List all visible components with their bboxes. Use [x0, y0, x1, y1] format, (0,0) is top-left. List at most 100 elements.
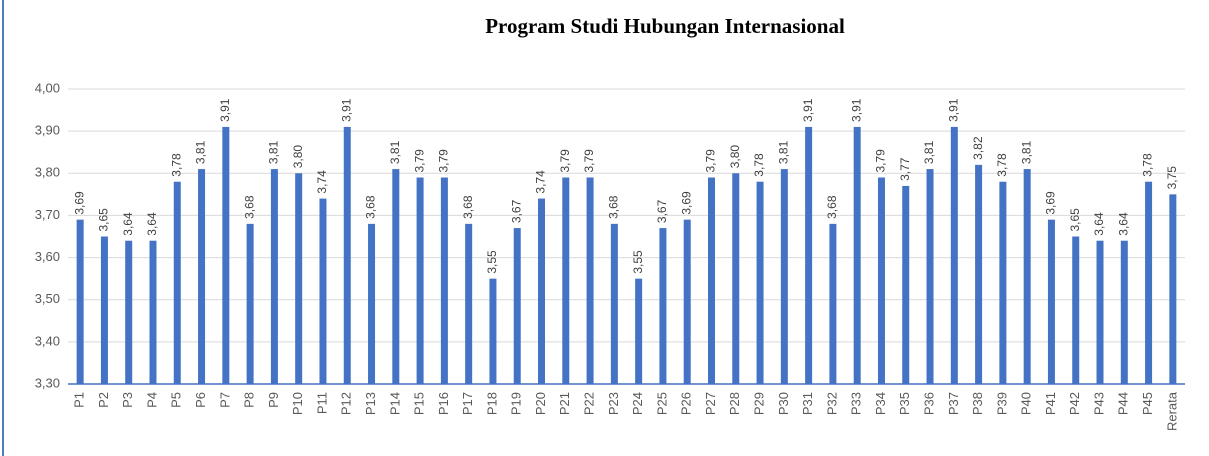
bar — [926, 169, 934, 384]
value-label: 3,91 — [218, 98, 232, 122]
value-label: 3,64 — [145, 212, 159, 236]
chart-title: Program Studi Hubungan Internasional — [485, 14, 845, 38]
value-label: 3,55 — [485, 250, 499, 274]
bar — [829, 223, 837, 384]
value-label: 3,79 — [582, 149, 596, 173]
bar — [562, 177, 570, 384]
x-tick-label: P14 — [387, 392, 402, 415]
x-tick-label: P1 — [72, 392, 87, 408]
bar — [513, 228, 521, 384]
value-label: 3,68 — [461, 195, 475, 219]
x-tick-label: P32 — [824, 392, 839, 415]
bar — [465, 223, 473, 384]
x-tick-label: P35 — [897, 392, 912, 415]
bar — [805, 126, 813, 384]
value-label: 3,81 — [1019, 140, 1033, 164]
bar — [198, 169, 206, 384]
bar — [489, 278, 497, 384]
bar — [246, 223, 254, 384]
bar — [999, 181, 1007, 384]
bar — [416, 177, 424, 384]
bar — [950, 126, 958, 384]
bar — [368, 223, 376, 384]
value-label: 3,65 — [97, 208, 111, 232]
value-label: 3,68 — [364, 195, 378, 219]
bar — [683, 219, 691, 384]
x-tick-label: P13 — [363, 392, 378, 415]
x-tick-label: P38 — [970, 392, 985, 415]
value-label: 3,81 — [777, 140, 791, 164]
value-label: 3,67 — [509, 199, 523, 223]
value-label: 3,81 — [388, 140, 402, 164]
x-tick-label: P27 — [703, 392, 718, 415]
bar — [149, 240, 157, 384]
y-tick-label: 4,00 — [35, 80, 60, 95]
x-tick-label: P3 — [120, 392, 135, 408]
bar — [659, 228, 667, 384]
x-tick-label: P26 — [679, 392, 694, 415]
bar — [1169, 194, 1177, 384]
x-tick-label: P29 — [751, 392, 766, 415]
x-tick-label: P10 — [290, 392, 305, 415]
value-label: 3,68 — [607, 195, 621, 219]
x-tick-label: P17 — [460, 392, 475, 415]
x-tick-label: P39 — [994, 392, 1009, 415]
value-label: 3,69 — [1044, 191, 1058, 215]
bar — [1096, 240, 1104, 384]
value-label: 3,79 — [412, 149, 426, 173]
bar — [295, 173, 303, 384]
y-tick-label: 3,30 — [35, 375, 60, 390]
bar — [76, 219, 84, 384]
value-label: 3,79 — [437, 149, 451, 173]
value-label: 3,64 — [121, 212, 135, 236]
value-label: 3,68 — [825, 195, 839, 219]
x-tick-label: P30 — [776, 392, 791, 415]
bar — [125, 240, 133, 384]
value-label: 3,65 — [1068, 208, 1082, 232]
x-tick-label: P9 — [266, 392, 281, 408]
value-label: 3,80 — [728, 145, 742, 169]
x-tick-label: Rerata — [1164, 391, 1179, 431]
x-tick-label: P33 — [849, 392, 864, 415]
value-label: 3,68 — [242, 195, 256, 219]
bar — [1120, 240, 1128, 384]
value-label: 3,77 — [898, 157, 912, 181]
bar — [586, 177, 594, 384]
y-tick-label: 3,80 — [35, 165, 60, 180]
bar — [756, 181, 764, 384]
bar — [610, 223, 618, 384]
bar — [1047, 219, 1055, 384]
bar — [975, 164, 983, 384]
x-tick-label: P8 — [242, 392, 257, 408]
bar — [1023, 169, 1031, 384]
x-tick-label: P11 — [314, 392, 329, 414]
y-tick-label: 3,60 — [35, 249, 60, 264]
x-tick-label: P2 — [96, 392, 111, 408]
x-tick-label: P45 — [1140, 392, 1155, 415]
x-tick-label: P23 — [606, 392, 621, 415]
bar — [877, 177, 885, 384]
value-label: 3,91 — [849, 98, 863, 122]
x-tick-label: P31 — [800, 392, 815, 415]
value-label: 3,75 — [1165, 166, 1179, 190]
bar — [343, 126, 351, 384]
bar — [780, 169, 788, 384]
x-tick-label: P19 — [509, 392, 524, 415]
bar — [853, 126, 861, 384]
value-label: 3,67 — [655, 199, 669, 223]
value-label: 3,79 — [704, 149, 718, 173]
value-label: 3,55 — [631, 250, 645, 274]
value-label: 3,74 — [315, 170, 329, 194]
bar — [1145, 181, 1153, 384]
bar — [222, 126, 230, 384]
bar — [173, 181, 181, 384]
x-tick-label: P16 — [436, 392, 451, 415]
y-tick-label: 3,70 — [35, 207, 60, 222]
bar — [902, 185, 910, 384]
x-tick-label: P42 — [1067, 392, 1082, 415]
value-label: 3,80 — [291, 145, 305, 169]
bar — [1072, 236, 1080, 384]
value-label: 3,78 — [1141, 153, 1155, 177]
bar — [270, 169, 278, 384]
